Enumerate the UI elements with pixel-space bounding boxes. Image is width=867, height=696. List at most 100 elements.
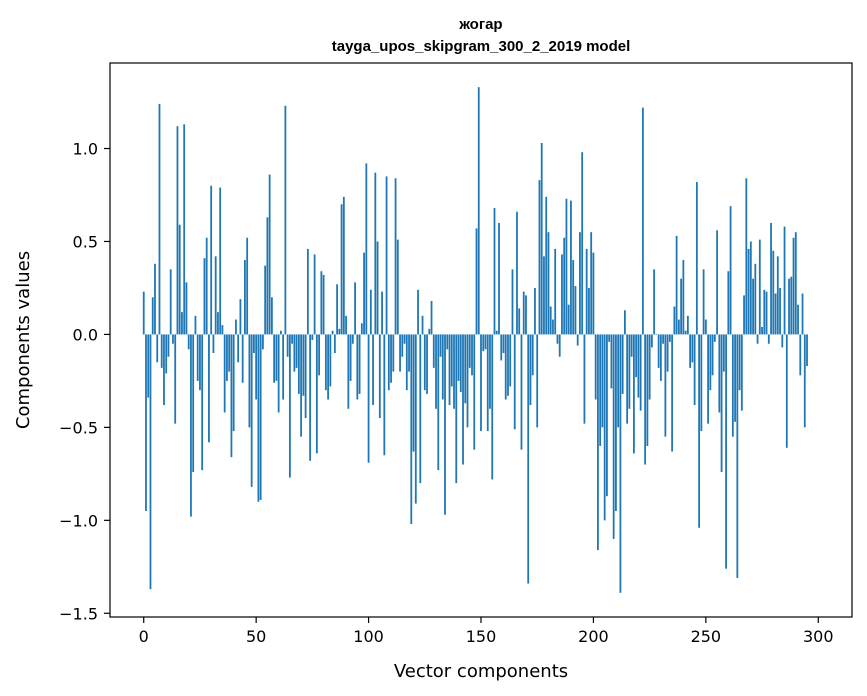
bar-204 (601, 334, 604, 428)
bar-273 (756, 334, 759, 344)
bar-188 (565, 198, 568, 335)
bar-45 (244, 260, 246, 335)
bar-12 (169, 269, 172, 335)
bar-267 (743, 295, 745, 335)
bar-233 (666, 334, 669, 372)
bar-54 (264, 265, 267, 335)
bar-27 (203, 258, 206, 335)
bar-79 (320, 271, 323, 335)
bar-150 (480, 334, 482, 432)
bar-202 (597, 334, 599, 551)
bar-260 (727, 271, 730, 335)
bar-272 (754, 263, 757, 335)
bar-46 (246, 237, 249, 335)
bar-98 (363, 252, 365, 335)
bar-37 (226, 334, 228, 381)
bar-243 (689, 334, 692, 368)
bar-60 (277, 334, 280, 413)
bar-73 (306, 248, 309, 335)
bar-128 (430, 300, 433, 335)
bar-244 (691, 334, 694, 363)
bar-157 (495, 330, 498, 335)
bar-189 (567, 304, 570, 335)
bar-110 (390, 334, 392, 383)
bar-205 (603, 334, 606, 521)
bar-89 (342, 196, 345, 335)
bar-294 (803, 334, 806, 428)
bar-282 (776, 256, 779, 335)
bar-107 (383, 334, 386, 456)
bar-10 (165, 334, 168, 374)
bar-5 (154, 263, 156, 335)
bar-284 (781, 334, 784, 348)
bar-281 (774, 293, 777, 335)
bar-163 (509, 334, 512, 387)
bar-274 (758, 239, 761, 335)
bar-106 (381, 291, 383, 335)
bar-145 (468, 334, 471, 368)
bar-69 (297, 334, 300, 394)
bar-219 (635, 334, 638, 378)
bar-9 (163, 334, 165, 406)
bar-241 (684, 330, 687, 335)
x-axis-label: Vector components (394, 661, 568, 682)
bar-143 (464, 334, 467, 404)
bar-84 (331, 330, 334, 335)
x-tick-label: 50 (246, 627, 266, 646)
bar-253 (711, 334, 714, 376)
bar-156 (493, 208, 496, 335)
bar-20 (187, 334, 190, 350)
bar-96 (358, 334, 361, 394)
bar-109 (387, 334, 390, 391)
bar-36 (223, 334, 226, 413)
bar-118 (408, 334, 410, 372)
bar-6 (156, 334, 159, 363)
bar-164 (511, 269, 514, 335)
bar-95 (356, 334, 359, 400)
bar-121 (414, 334, 417, 504)
bar-144 (466, 334, 469, 428)
bar-237 (675, 235, 678, 335)
bar-283 (779, 287, 781, 335)
bar-108 (385, 176, 388, 335)
bar-48 (250, 334, 253, 487)
x-tick-label: 200 (578, 627, 609, 646)
bar-140 (457, 334, 460, 381)
bar-114 (399, 334, 401, 372)
bar-174 (534, 287, 536, 335)
bar-113 (396, 239, 399, 335)
bar-115 (401, 334, 404, 357)
bar-14 (174, 334, 177, 424)
bar-161 (504, 334, 507, 400)
bar-66 (291, 334, 294, 344)
bar-229 (657, 334, 660, 368)
bar-255 (716, 230, 718, 335)
bar-203 (599, 334, 602, 446)
bar-136 (448, 334, 451, 406)
bar-170 (525, 295, 527, 335)
bar-77 (315, 334, 318, 454)
bar-62 (282, 334, 285, 400)
bar-90 (345, 315, 347, 335)
bar-195 (581, 152, 584, 335)
bar-292 (799, 334, 802, 376)
bar-231 (662, 334, 665, 344)
bar-223 (644, 334, 647, 465)
bar-32 (214, 256, 217, 335)
bar-59 (275, 334, 278, 381)
bar-165 (513, 334, 516, 430)
bar-7 (158, 103, 161, 335)
bar-287 (788, 278, 790, 335)
bar-213 (621, 334, 624, 394)
bar-111 (392, 334, 395, 372)
plot-frame (109, 62, 853, 618)
bar-119 (410, 334, 413, 525)
bar-271 (752, 278, 754, 335)
bar-210 (615, 334, 617, 512)
bar-39 (230, 334, 233, 458)
bar-104 (376, 241, 379, 335)
bar-216 (628, 334, 631, 409)
bar-81 (324, 334, 327, 391)
y-tick-label: −1.0 (59, 511, 98, 530)
bar-53 (262, 334, 264, 350)
